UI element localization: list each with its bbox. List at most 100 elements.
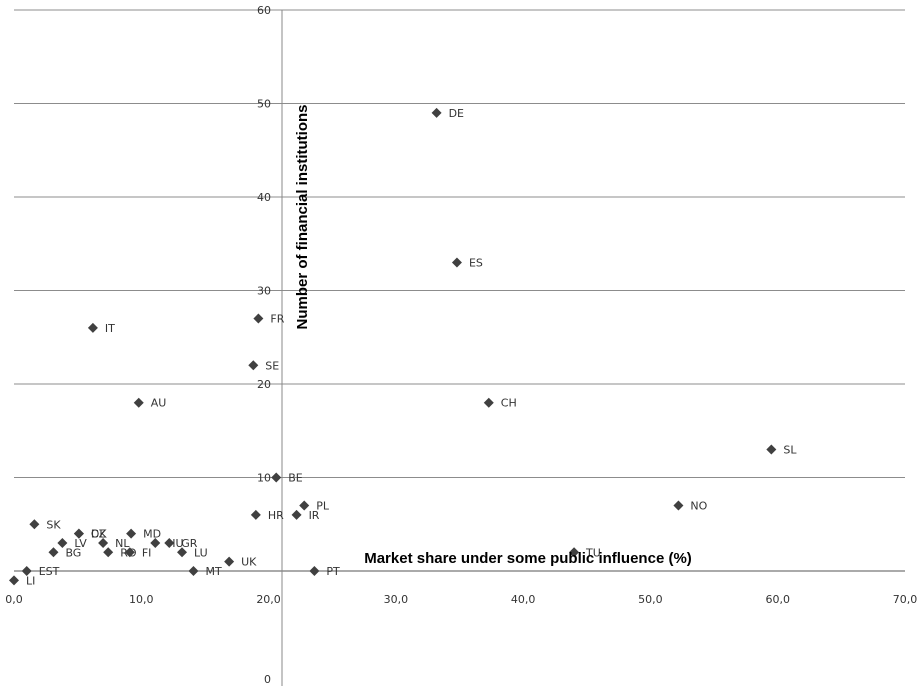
point-label: PL xyxy=(316,500,330,513)
data-point: NL xyxy=(98,537,130,550)
point-label: LU xyxy=(194,546,208,559)
diamond-marker xyxy=(250,509,261,520)
point-label: SL xyxy=(783,443,797,456)
diamond-marker xyxy=(248,360,259,371)
axes xyxy=(14,10,905,686)
data-point: PT xyxy=(309,565,340,578)
data-point: MD xyxy=(126,528,161,541)
x-tick-label: 40,0 xyxy=(511,593,536,606)
data-point: DK xyxy=(73,528,107,541)
data-point: GR xyxy=(164,537,198,550)
data-point: NO xyxy=(673,500,708,513)
point-label: DK xyxy=(91,528,107,541)
data-point: FI xyxy=(124,546,152,559)
x-tick-label: 30,0 xyxy=(384,593,409,606)
data-point: SL xyxy=(766,443,797,456)
x-tick-label: 20,0 xyxy=(256,593,281,606)
point-label: FI xyxy=(142,546,152,559)
point-label: CH xyxy=(501,397,517,410)
diamond-marker xyxy=(177,547,188,558)
point-label: FR xyxy=(270,313,284,326)
diamond-marker xyxy=(126,528,137,539)
diamond-marker xyxy=(150,537,161,548)
point-label: SE xyxy=(265,359,279,372)
diamond-marker xyxy=(73,528,84,539)
x-tick-label: 10,0 xyxy=(129,593,154,606)
diamond-marker xyxy=(431,107,442,118)
y-tick-label: 30 xyxy=(257,285,271,298)
x-axis-title: Market share under some public influence… xyxy=(364,550,692,567)
point-label: NL xyxy=(115,537,130,550)
x-tick-labels: 0,0 10,0 20,0 30,0 40,0 50,0 60,0 70,0 xyxy=(5,593,917,606)
y-tick-labels: 0 10 20 30 40 50 60 xyxy=(257,4,271,686)
data-point: HR xyxy=(250,509,284,522)
diamond-marker xyxy=(673,500,684,511)
y-tick-label: 20 xyxy=(257,378,271,391)
diamond-marker xyxy=(483,397,494,408)
point-label: LV xyxy=(74,537,87,550)
gridlines xyxy=(14,9,905,478)
data-point: ES xyxy=(451,256,483,269)
data-point: TU xyxy=(569,546,601,559)
diamond-marker xyxy=(9,575,19,586)
diamond-marker xyxy=(98,537,109,548)
diamond-marker xyxy=(309,566,320,576)
diamond-marker xyxy=(29,519,40,530)
diamond-marker xyxy=(124,547,135,558)
diamond-marker xyxy=(87,322,98,333)
data-point: UK xyxy=(224,556,257,569)
y-tick-label: 0 xyxy=(264,673,271,686)
point-label: BE xyxy=(288,472,303,485)
y-tick-label: 50 xyxy=(257,98,271,111)
y-tick-label: 10 xyxy=(257,472,271,485)
diamond-marker xyxy=(57,537,68,548)
point-label: HR xyxy=(268,509,284,522)
x-tick-label: 0,0 xyxy=(5,593,23,606)
data-point: PL xyxy=(299,500,330,513)
diamond-marker xyxy=(253,313,264,324)
data-point: IT xyxy=(87,322,115,335)
x-tick-label: 70,0 xyxy=(893,593,918,606)
diamond-marker xyxy=(271,472,282,483)
point-label: IR xyxy=(309,509,320,522)
data-point: CH xyxy=(483,397,517,410)
data-point: SK xyxy=(29,518,61,531)
point-label: TU xyxy=(585,546,601,559)
diamond-marker xyxy=(299,500,310,511)
diamond-marker xyxy=(291,509,302,520)
point-label: MD xyxy=(143,528,161,541)
point-label: AU xyxy=(151,397,167,410)
data-point: BG xyxy=(48,546,81,559)
point-label: SK xyxy=(46,518,61,531)
data-point: SE xyxy=(248,359,279,372)
data-point: LI xyxy=(9,574,35,587)
data-point: AU xyxy=(133,397,167,410)
diamond-marker xyxy=(164,537,175,548)
point-label: NO xyxy=(690,500,707,513)
y-axis-title: Number of financial institutions xyxy=(294,104,311,329)
point-label: IT xyxy=(105,322,115,335)
data-point: EST xyxy=(21,565,60,578)
data-point: MT xyxy=(188,565,222,578)
diamond-marker xyxy=(569,547,580,558)
point-label: ES xyxy=(469,256,483,269)
point-label: GR xyxy=(181,537,198,550)
diamond-marker xyxy=(766,444,777,455)
data-point: DE xyxy=(431,107,464,120)
point-label: BG xyxy=(65,546,81,559)
point-label: CZ xyxy=(91,528,107,541)
point-label: DE xyxy=(449,107,464,120)
point-label: MT xyxy=(205,565,221,578)
diamond-marker xyxy=(188,566,199,576)
point-label: LI xyxy=(26,574,35,587)
diamond-marker xyxy=(103,547,114,558)
y-tick-label: 40 xyxy=(257,191,271,204)
data-point: FR xyxy=(253,313,285,326)
point-label: UK xyxy=(241,556,257,569)
point-label: PT xyxy=(326,565,340,578)
data-point: LV xyxy=(57,537,87,550)
data-point: BE xyxy=(271,472,303,485)
diamond-marker xyxy=(451,257,462,268)
